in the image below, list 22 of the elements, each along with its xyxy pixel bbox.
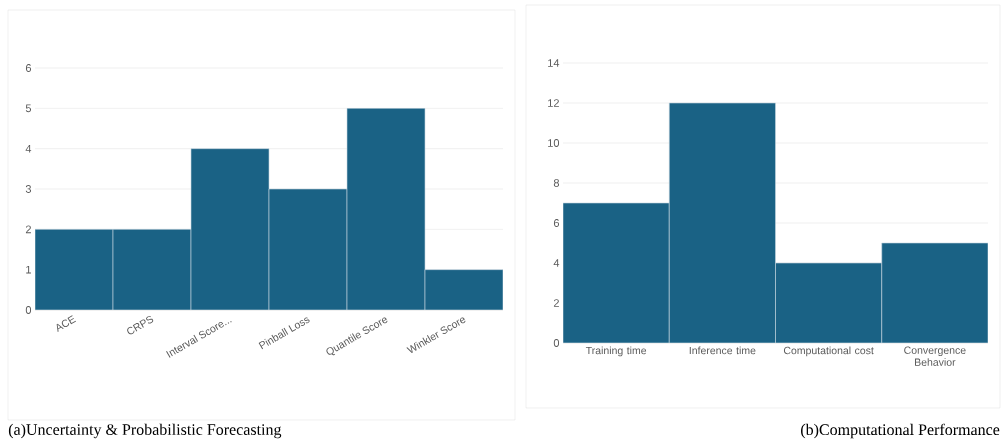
text: (a)Uncertainty & Probabilistic Forecasting <box>8 423 282 439</box>
y-tick-label: 14 <box>548 59 560 67</box>
y-tick-label: 10 <box>548 139 560 147</box>
text: (b)Computational Performance <box>801 423 1000 439</box>
y-tick-label: 12 <box>548 99 559 107</box>
y-tick-label: 2 <box>553 299 559 307</box>
x-tick-label: Convergence Behavior <box>904 346 966 366</box>
y-tick-label: 0 <box>553 339 560 347</box>
y-tick-label: 5 <box>25 104 32 113</box>
y-tick-label: 6 <box>553 219 560 227</box>
y-tick-label: 4 <box>25 144 32 153</box>
x-tick-label: Training time <box>585 346 647 357</box>
y-tick-label: 0 <box>25 306 32 314</box>
y-tick-label: 2 <box>25 225 31 234</box>
x-tick-label: Inference time <box>689 346 756 355</box>
x-tick-label: ACE <box>56 315 76 332</box>
y-tick-label: 4 <box>553 259 560 267</box>
y-tick-label: 6 <box>25 64 32 72</box>
y-tick-label: 3 <box>25 185 32 193</box>
y-tick-label: 8 <box>553 179 560 187</box>
y-tick-label: 1 <box>26 265 31 274</box>
x-tick-label: Computational cost <box>783 346 874 357</box>
